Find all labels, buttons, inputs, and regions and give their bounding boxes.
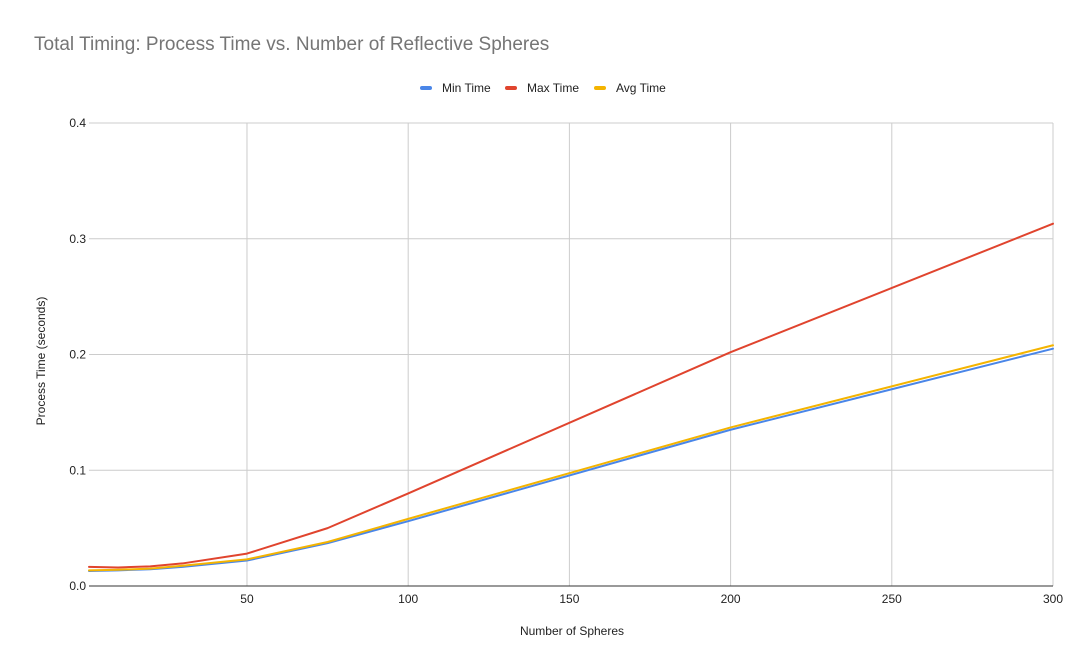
y-tick-label: 0.3 (69, 232, 86, 246)
legend: Min Time Max Time Avg Time (0, 79, 1087, 97)
legend-swatch-max-time (505, 86, 517, 90)
x-axis-title: Number of Spheres (519, 624, 625, 638)
x-tick-label: 50 (240, 592, 254, 606)
y-tick-label: 0.1 (69, 463, 86, 477)
legend-swatch-avg-time (594, 86, 606, 90)
x-tick-label: 200 (721, 592, 741, 606)
legend-label-avg-time: Avg Time (616, 81, 666, 95)
chart-title: Total Timing: Process Time vs. Number of… (34, 34, 550, 55)
x-tick-label: 150 (559, 592, 579, 606)
x-tick-label: 250 (882, 592, 902, 606)
y-tick-label: 0.2 (69, 348, 86, 362)
legend-item-avg-time[interactable]: Avg Time (594, 79, 666, 97)
series-layer (88, 222, 1054, 572)
series-line-max-time (88, 222, 1054, 569)
x-tick-label: 100 (398, 592, 418, 606)
y-axis-title: Process Time (seconds) (34, 296, 48, 426)
legend-item-max-time[interactable]: Max Time (505, 79, 579, 97)
series-line-avg-time (88, 344, 1054, 572)
legend-label-min-time: Min Time (442, 81, 491, 95)
y-tick-label: 0.0 (69, 579, 86, 593)
tick-label-layer: 0.0 0.1 0.2 0.3 0.4 50 100 150 200 250 300 (69, 116, 1063, 606)
legend-swatch-min-time (420, 86, 432, 90)
x-tick-label: 300 (1043, 592, 1063, 606)
y-tick-label: 0.4 (69, 116, 86, 130)
grid-layer (89, 122, 1054, 586)
legend-label-max-time: Max Time (527, 81, 580, 95)
legend-item-min-time[interactable]: Min Time (420, 79, 491, 97)
